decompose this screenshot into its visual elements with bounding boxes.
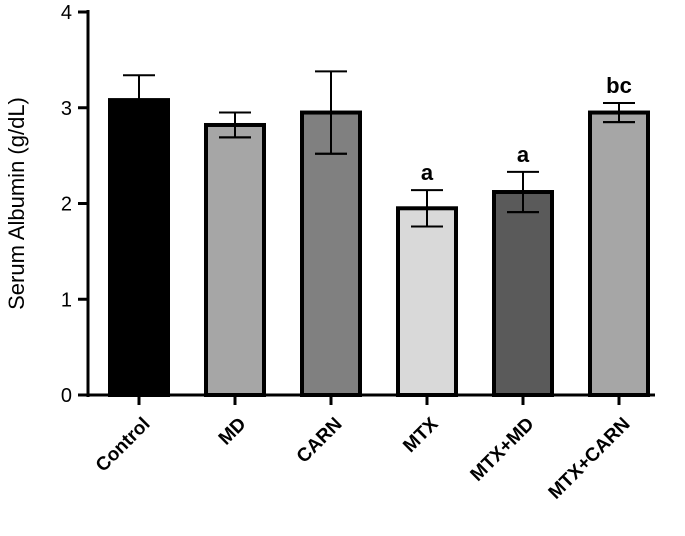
significance-labels-group: a a bc xyxy=(123,71,635,228)
x-tick-label: MTX xyxy=(399,413,442,456)
y-tick-label: 0 xyxy=(61,385,72,407)
bar-carn xyxy=(300,110,362,397)
x-tick-label: CARN xyxy=(293,414,347,468)
y-tick-label: 2 xyxy=(61,194,72,216)
y-axis: 0 1 2 3 4 xyxy=(61,2,90,407)
x-tick-label: MTX+CARN xyxy=(545,414,635,504)
bar-mtx-md xyxy=(492,190,554,397)
y-axis-title: Serum Albumin (g/dL) xyxy=(4,97,29,310)
error-bars-group xyxy=(123,70,635,228)
bar-control xyxy=(108,98,170,397)
y-tick-label: 4 xyxy=(61,2,72,24)
x-tick-label: MTX+MD xyxy=(467,414,539,486)
bars-group xyxy=(108,98,650,398)
significance-label: a xyxy=(517,142,530,167)
bar-md xyxy=(204,122,266,398)
bar-mtx-carn xyxy=(588,110,650,397)
y-tick-label: 3 xyxy=(61,98,72,120)
x-axis: Control MD CARN MTX MTX+MD MTX+CARN xyxy=(87,393,655,504)
x-tick-label: Control xyxy=(92,414,155,477)
significance-label: bc xyxy=(606,73,632,98)
bar-mtx xyxy=(396,206,458,397)
y-tick-label: 1 xyxy=(61,289,72,311)
x-tick-label: MD xyxy=(215,414,251,450)
significance-label: a xyxy=(421,160,434,185)
